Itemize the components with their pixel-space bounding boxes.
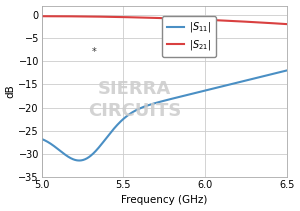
X-axis label: Frequency (GHz): Frequency (GHz) (121, 195, 207, 206)
Text: SIERRA
CIRCUITS: SIERRA CIRCUITS (88, 80, 182, 120)
Y-axis label: dB: dB (6, 84, 16, 98)
Legend: $|S_{11}|$, $|S_{21}|$: $|S_{11}|$, $|S_{21}|$ (162, 16, 216, 57)
Text: *: * (92, 47, 96, 57)
